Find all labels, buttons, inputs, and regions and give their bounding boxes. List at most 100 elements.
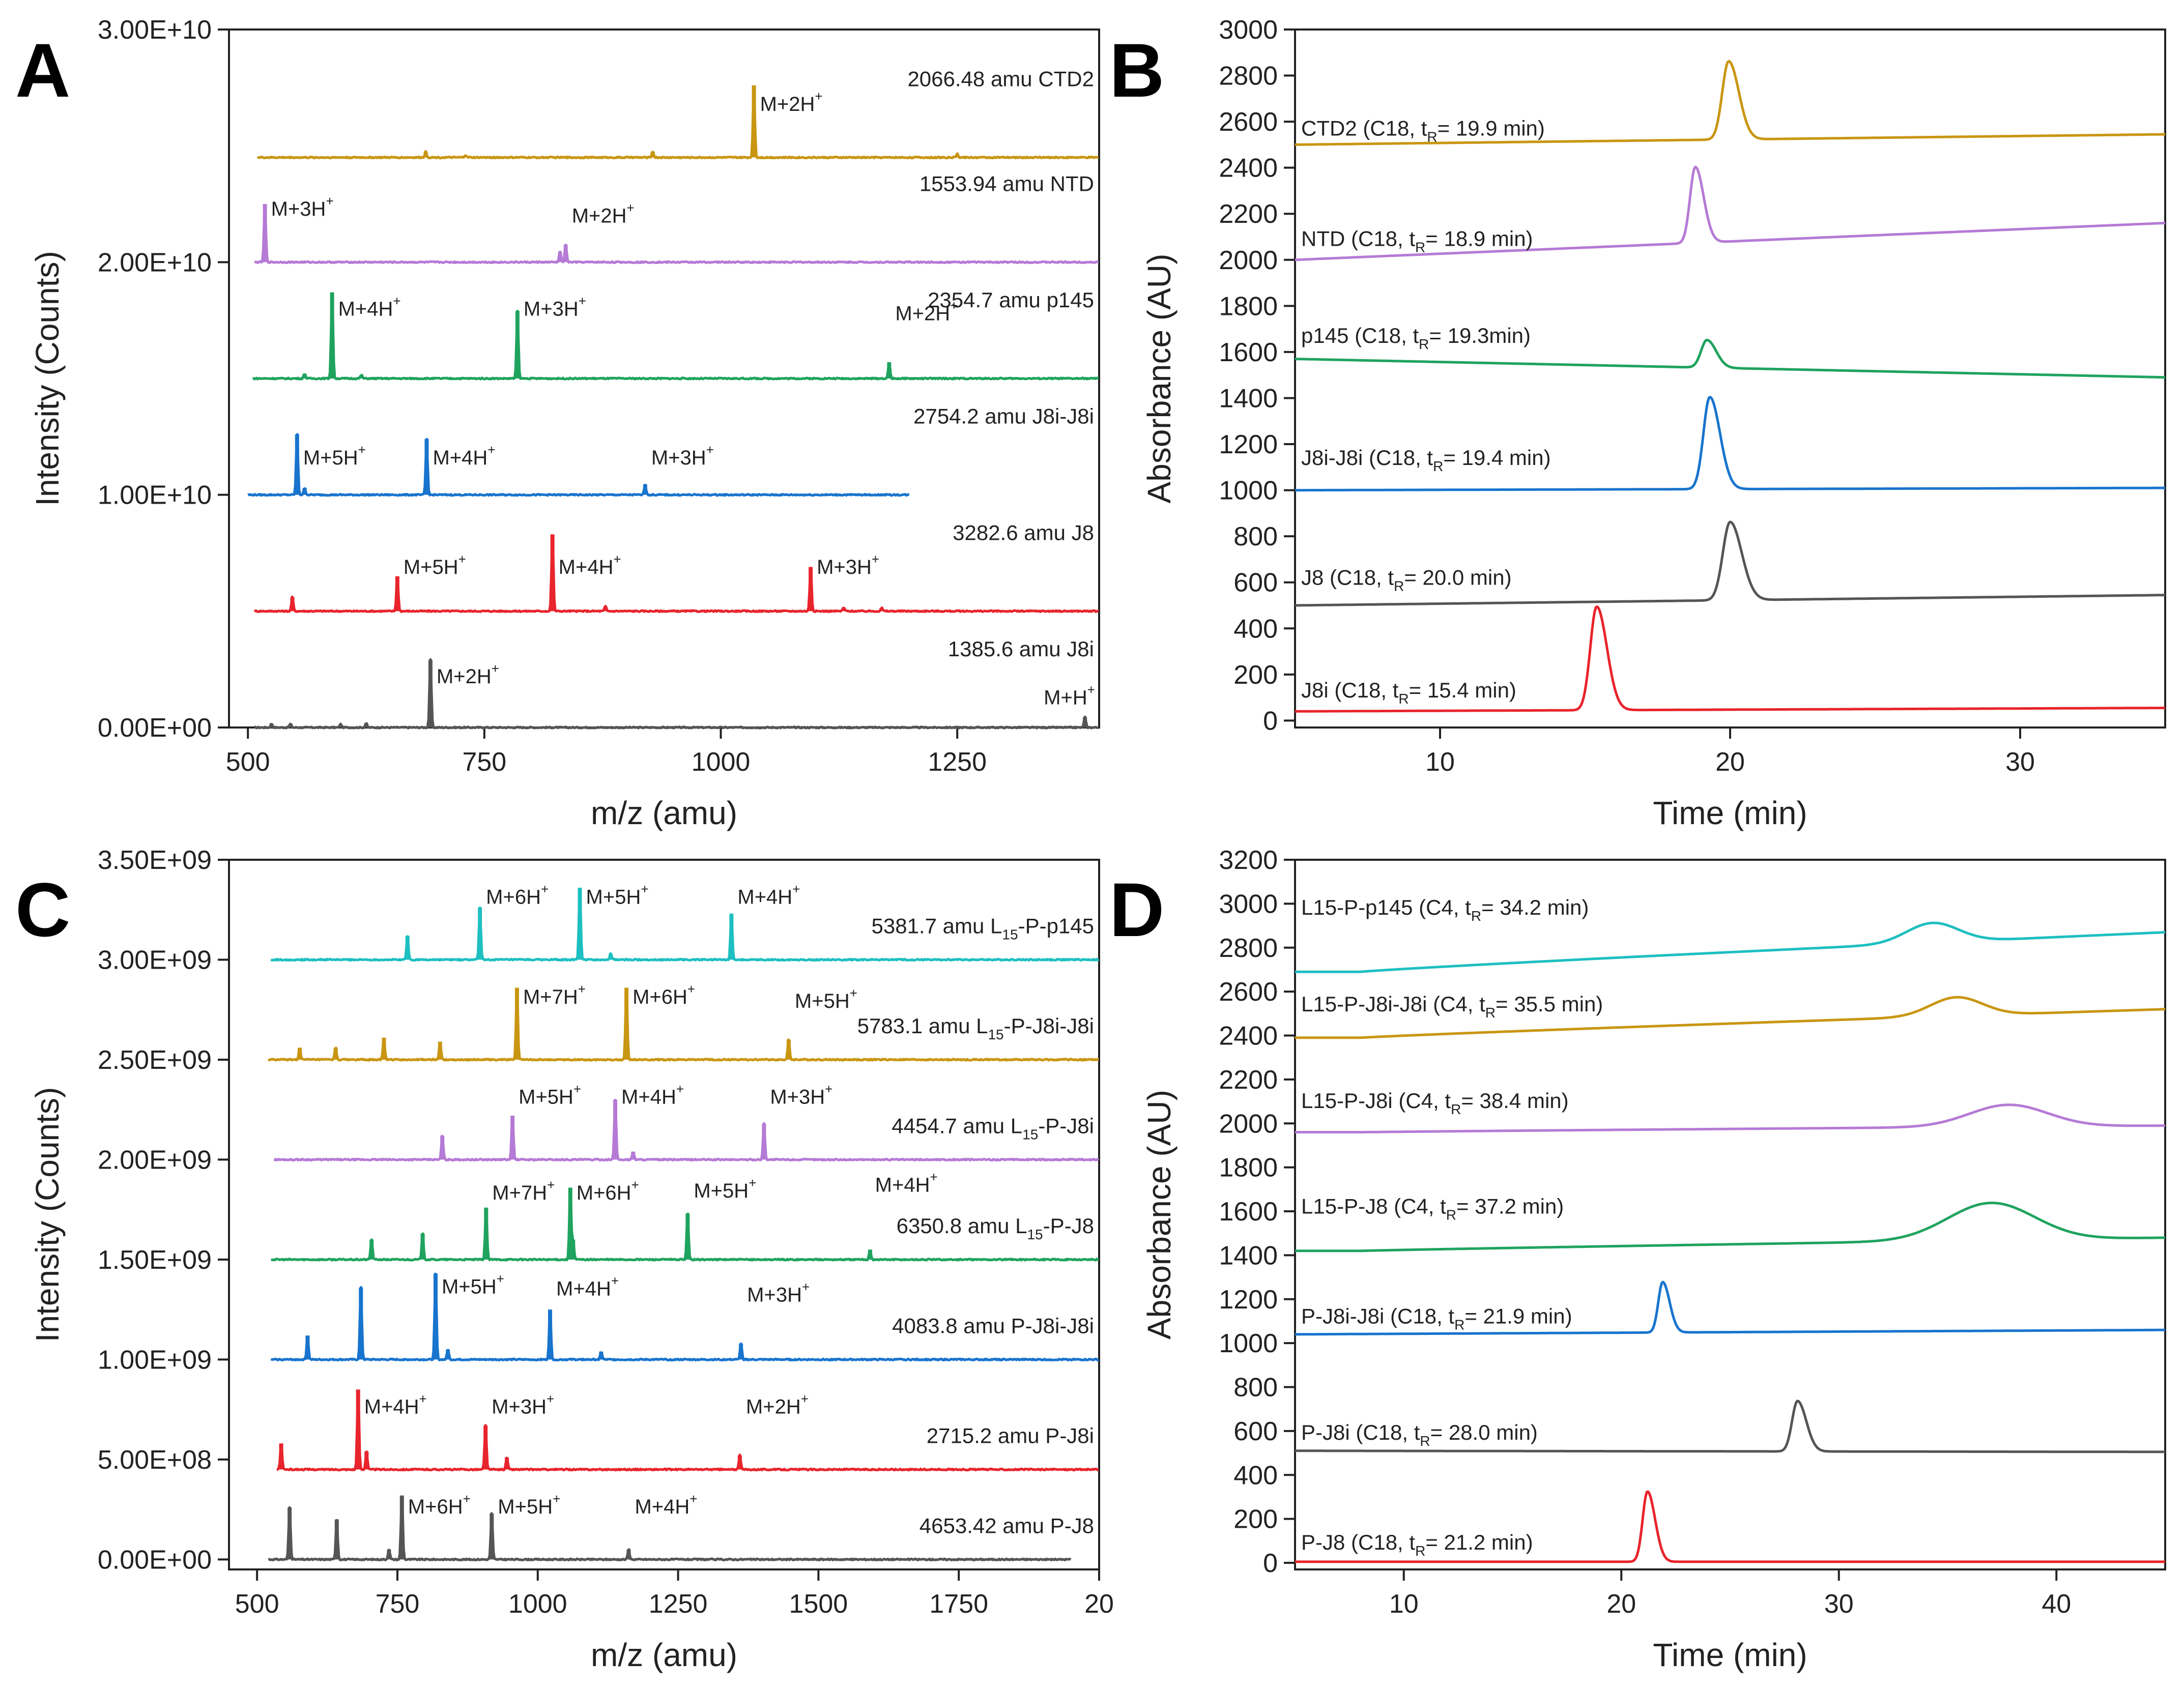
x-tick-label: 1500: [789, 1589, 848, 1619]
y-tick-label: 2800: [1219, 62, 1278, 91]
ion-charge: +: [850, 985, 857, 1001]
trace-P-J8i-J8i: [1295, 1280, 2166, 1336]
trace-label-tail: = 21.2 min): [1425, 1530, 1533, 1554]
series-line-L15-P-J8: [271, 1195, 1100, 1262]
ion-text: M+5H: [303, 447, 358, 469]
y-tick-label: 400: [1233, 614, 1278, 644]
y-tick-label: 1.00E+09: [98, 1345, 212, 1375]
ion-charge: +: [497, 1271, 504, 1287]
y-tick-label: 1600: [1219, 1197, 1278, 1227]
trace-label-text: J8 (C18, t: [1301, 565, 1394, 589]
x-axis-label: Time (min): [1653, 795, 1807, 831]
ion-label: M+3H+: [271, 193, 334, 220]
trace-J8: [1295, 520, 2166, 607]
series-annotation: 1385.6 amu J8i: [948, 637, 1094, 661]
annotation-text: 4653.42 amu P-J8: [919, 1513, 1094, 1537]
y-tick-label: 200: [1233, 660, 1278, 690]
trace-label-text: P-J8 (C18, t: [1301, 1530, 1415, 1554]
trace-label-tail: = 19.3min): [1429, 324, 1531, 347]
trace-label-tail: = 18.9 min): [1425, 227, 1533, 251]
x-tick-label: 10: [1389, 1589, 1419, 1619]
ion-charge: +: [689, 1491, 697, 1506]
ion-text: M+3H: [271, 198, 326, 220]
x-tick-label: 1000: [692, 747, 751, 777]
ion-charge: +: [801, 1391, 809, 1406]
ion-label: M+2H+: [895, 298, 958, 325]
ion-text: M+7H: [523, 986, 578, 1008]
ion-charge: +: [611, 1273, 619, 1289]
annotation-tail: -P-J8i: [1038, 1114, 1094, 1138]
ion-label: M+3H+: [492, 1391, 554, 1418]
ion-text: M+4H: [559, 556, 614, 578]
series-annotation: 4454.7 amu L15-P-J8i: [892, 1114, 1094, 1142]
trace-label-text: L15-P-J8i (C4, t: [1301, 1089, 1451, 1113]
ion-label: M+5H+: [519, 1081, 581, 1108]
x-tick-label: 20: [1715, 747, 1745, 777]
trace-label-tail: = 34.2 min): [1481, 895, 1589, 919]
trace-label-subscript: R: [1420, 1433, 1430, 1449]
ion-text: M+4H: [875, 1174, 930, 1196]
ion-text: M+5H: [442, 1276, 497, 1298]
y-tick-label: 3000: [1219, 889, 1278, 919]
trace-label-tail: = 15.4 min): [1409, 678, 1516, 702]
ion-text: M+5H: [498, 1496, 553, 1518]
series-line-NTD: [254, 204, 1099, 265]
trace-p145: [1295, 338, 2166, 379]
ion-text: M+5H: [586, 886, 641, 908]
trace-J8i: [1295, 605, 2166, 713]
ion-label: M+5H+: [586, 881, 649, 908]
ion-charge: +: [541, 881, 549, 896]
ion-label: M+H+: [1044, 682, 1095, 709]
ion-label: M+3H+: [524, 294, 586, 321]
x-tick-label: 750: [462, 747, 506, 777]
ion-text: M+2H: [437, 665, 492, 688]
y-tick-label: 1800: [1219, 1153, 1278, 1183]
ion-charge: +: [393, 294, 400, 309]
y-axis-label: Intensity (Counts): [29, 251, 66, 506]
ion-charge: +: [492, 661, 499, 676]
ion-text: M+3H: [492, 1395, 547, 1418]
ion-charge: +: [950, 298, 958, 313]
x-tick-label: 30: [1824, 1589, 1854, 1619]
series-line-L15-P-J8i-J8i: [267, 988, 1100, 1062]
ion-label: M+5H+: [404, 551, 466, 578]
ion-text: M+4H: [433, 447, 487, 469]
y-tick-label: 2000: [1219, 246, 1278, 275]
ion-charge: +: [613, 551, 621, 567]
plot-frame: [228, 859, 1100, 1570]
x-tick-label: 500: [235, 1589, 279, 1619]
ion-charge: +: [463, 1491, 471, 1506]
annotation-text: 2066.48 amu CTD2: [907, 67, 1094, 91]
trace-label-text: P-J8i (C18, t: [1301, 1420, 1420, 1444]
panel-letter: D: [1109, 867, 1164, 952]
y-tick-label: 200: [1233, 1505, 1278, 1534]
series-line-CTD2: [256, 90, 1099, 160]
panel-A: A 500 750 1000 1250 0.00E+00 1.00E+10 2.00E+10 3…: [15, 15, 1100, 831]
ion-text: M+6H: [486, 886, 541, 908]
annotation-text: 4454.7 amu L: [892, 1114, 1022, 1138]
trace-label-text: CTD2 (C18, t: [1301, 116, 1427, 140]
trace-label-subscript: R: [1398, 691, 1409, 707]
trace-label: P-J8i (C18, tR= 28.0 min): [1301, 1420, 1538, 1449]
x-axis-label: m/z (amu): [591, 795, 737, 831]
x-tick-label: 750: [376, 1589, 420, 1619]
ion-charge: +: [930, 1169, 937, 1184]
ion-label: M+4H+: [621, 1081, 684, 1108]
series-line-J8: [253, 534, 1100, 614]
y-tick-label: 5.00E+08: [98, 1445, 212, 1475]
ion-label: M+4H+: [737, 881, 800, 908]
y-tick-label: 0.00E+00: [98, 713, 212, 743]
annotation-text: 5381.7 amu L: [872, 914, 1002, 938]
ion-charge: +: [358, 442, 366, 457]
annotation-subscript: 15: [1022, 1126, 1038, 1142]
series-line-p145: [252, 293, 1099, 381]
trace-L15-P-J8: [1295, 1202, 2166, 1253]
x-tick-label: 500: [226, 747, 270, 777]
y-tick-label: 1400: [1219, 384, 1278, 413]
ion-charge: +: [792, 881, 800, 896]
ion-label: M+2H+: [746, 1391, 809, 1418]
trace-label-text: J8i (C18, t: [1301, 678, 1399, 702]
trace-label-subscript: R: [1415, 240, 1425, 255]
annotation-text: 4083.8 amu P-J8i-J8i: [892, 1314, 1094, 1337]
y-tick-label: 1400: [1219, 1241, 1278, 1270]
